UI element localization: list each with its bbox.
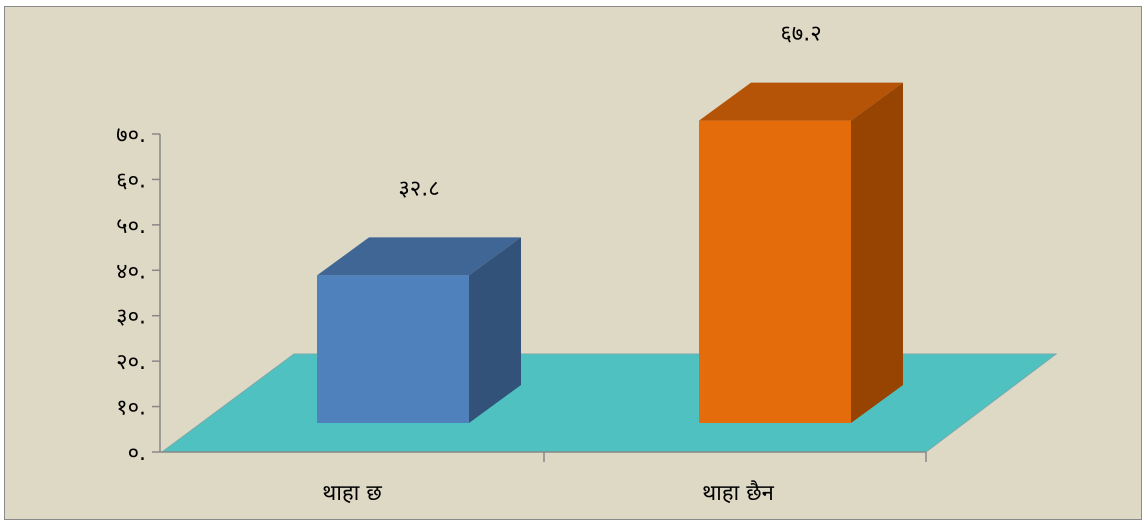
bar-side-face — [851, 82, 903, 423]
data-label: ३२.८ — [398, 176, 439, 201]
bar-top-face — [699, 82, 903, 121]
y-tick-label: २०. — [116, 350, 146, 375]
y-tick-label: ५०. — [116, 214, 146, 239]
bar-front-face — [699, 120, 851, 423]
data-label: ६७.२ — [780, 22, 821, 47]
bar-side-face — [469, 237, 521, 423]
y-tick-label: ७०. — [116, 123, 146, 148]
category-label: थाहा छैन — [702, 480, 775, 506]
bar-tha-ha-chhaina — [699, 82, 903, 423]
y-tick-label: ०. — [128, 441, 146, 466]
bar-front-face — [317, 275, 469, 423]
y-tick-label: ३०. — [116, 305, 146, 330]
category-label: थाहा छ — [322, 481, 382, 506]
y-axis-ticks: ०. १०. २०. ३०. ४०. ५०. ६०. ७०. — [116, 123, 160, 466]
bar-top-face — [317, 237, 521, 276]
y-tick-label: १०. — [116, 396, 146, 421]
chart-floor — [160, 353, 1058, 453]
bar-tha-ha-chha — [317, 237, 521, 423]
y-tick-label: ४०. — [116, 259, 146, 284]
y-tick-label: ६०. — [116, 168, 146, 193]
